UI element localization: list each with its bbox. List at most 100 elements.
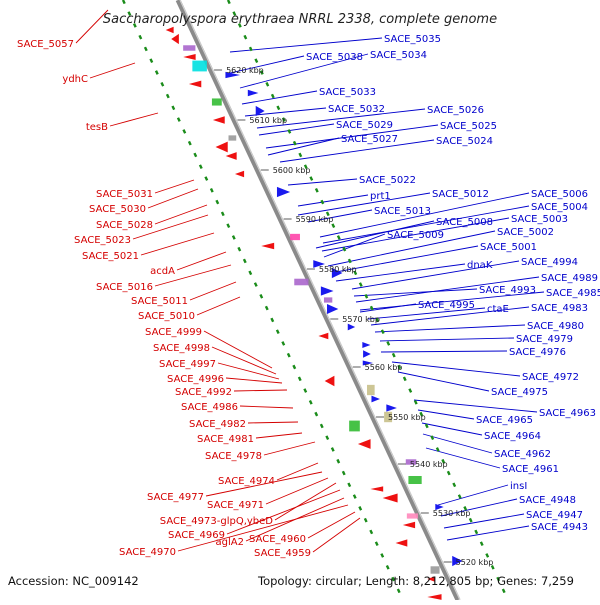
forward-gene-label: SACE_4969 [168, 530, 225, 541]
reverse-gene-label: SACE_4995 [418, 300, 475, 311]
reverse-gene-arrow [331, 267, 343, 279]
reverse-gene-arrow [362, 342, 371, 348]
forward-gene-label: SACE_4981 [197, 434, 254, 445]
forward-gene-label: SACE_4978 [205, 451, 262, 462]
reverse-gene-label: SACE_4983 [531, 303, 588, 314]
forward-gene-arrow [171, 33, 179, 45]
reverse-gene-label: SACE_4975 [491, 387, 548, 398]
tick-label: 5550 kbp [388, 413, 426, 422]
map-title: Saccharopolyspora erythraea NRRL 2338, c… [103, 12, 497, 27]
reverse-connector [370, 306, 530, 326]
forward-connector [205, 471, 323, 497]
reverse-gene-label: SACE_4979 [516, 334, 573, 345]
forward-connector [154, 264, 232, 287]
forward-connector [75, 9, 109, 44]
forward-gene-label: SACE_4996 [167, 374, 224, 385]
forward-connector [225, 377, 283, 384]
forward-connector [154, 204, 208, 225]
reverse-gene-label: SACE_5022 [359, 175, 416, 186]
gene-box [183, 45, 196, 51]
reverse-connector [443, 513, 525, 529]
forward-gene-label: SACE_4974 [218, 476, 275, 487]
reverse-gene-arrow [347, 323, 356, 331]
gene-box [211, 98, 222, 106]
reverse-gene-arrow [362, 360, 374, 366]
gene-box [228, 135, 237, 141]
reverse-connector [379, 337, 515, 342]
forward-gene-arrow [427, 594, 442, 600]
reverse-gene-arrow [320, 286, 334, 296]
forward-gene-label: SACE_5031 [96, 189, 153, 200]
reverse-gene-label: SACE_5024 [436, 136, 493, 147]
reverse-gene-label: SACE_4994 [521, 257, 578, 268]
reverse-gene-label: ctaE [487, 304, 509, 315]
reverse-gene-arrow [386, 404, 397, 412]
reverse-connector [437, 484, 509, 506]
reverse-connector [244, 107, 327, 117]
reverse-connector [359, 303, 417, 313]
reverse-gene-arrow [435, 503, 444, 511]
forward-gene-label: SACE_4997 [159, 359, 216, 370]
forward-gene-arrow [395, 539, 408, 547]
reverse-gene-label: SACE_5035 [384, 34, 441, 45]
reverse-connector [327, 230, 496, 267]
gene-box [408, 475, 422, 485]
forward-connector [89, 62, 136, 79]
reverse-connector [397, 371, 490, 392]
reverse-gene-arrow [247, 89, 259, 97]
backbone-line [175, 0, 461, 602]
reverse-connector [241, 90, 318, 105]
reverse-connector [239, 53, 369, 89]
forward-gene-label: SACE_4970 [119, 547, 176, 558]
forward-connector [239, 405, 294, 409]
tick-label: 5560 kbp [365, 363, 403, 372]
gene-box [430, 566, 440, 574]
reverse-connector [321, 217, 510, 252]
reverse-gene-label: insI [510, 481, 527, 492]
reverse-connector [374, 324, 526, 333]
reverse-gene-label: SACE_4976 [509, 347, 566, 358]
gene-labels: SACE_5057 ydhC tesB SACE_5031 SACE_5030 SACE_… [17, 34, 600, 559]
forward-gene-label: SACE_4992 [175, 387, 232, 398]
forward-gene-label: acdA [150, 266, 175, 277]
reverse-connector [319, 192, 530, 238]
forward-connector [203, 330, 273, 369]
reverse-gene-label: SACE_4993 [479, 285, 536, 296]
forward-gene-label: SACE_4971 [207, 500, 264, 511]
forward-gene-arrow [318, 332, 329, 340]
reverse-connector [367, 307, 486, 320]
reverse-gene-label: SACE_5008 [436, 217, 493, 228]
forward-connector [189, 281, 237, 301]
forward-gene-label: SACE_4999 [145, 327, 202, 338]
reverse-gene-label: SACE_5033 [319, 87, 376, 98]
reverse-connector [315, 220, 435, 249]
reverse-gene-label: SACE_5038 [306, 52, 363, 63]
reverse-gene-label: SACE_5006 [531, 189, 588, 200]
reverse-connector [440, 498, 518, 517]
reverse-gene-arrow [276, 186, 291, 198]
reverse-connector [297, 192, 431, 216]
forward-gene-label: SACE_4998 [153, 343, 210, 354]
forward-connector [312, 517, 361, 553]
forward-gene-arrow [382, 493, 398, 503]
gene-box [406, 513, 418, 519]
tick-label: 5520 kbp [456, 558, 494, 567]
reverse-connector [258, 123, 335, 136]
gene-box [192, 60, 207, 72]
forward-gene-label: SACE_5023 [74, 235, 131, 246]
reverse-gene-arrow [327, 304, 339, 314]
reverse-connector [307, 209, 373, 223]
reverse-connector [287, 178, 358, 186]
forward-connector [226, 489, 341, 535]
reverse-connector [351, 260, 520, 290]
forward-gene-label: SACE_5030 [89, 204, 146, 215]
forward-connector [176, 251, 227, 271]
reverse-connector [323, 233, 386, 258]
forward-gene-label: SACE_5028 [96, 220, 153, 231]
gene-box [294, 278, 309, 286]
gene-box [290, 233, 300, 241]
forward-connector [276, 462, 319, 481]
forward-gene-arrow [261, 242, 275, 250]
